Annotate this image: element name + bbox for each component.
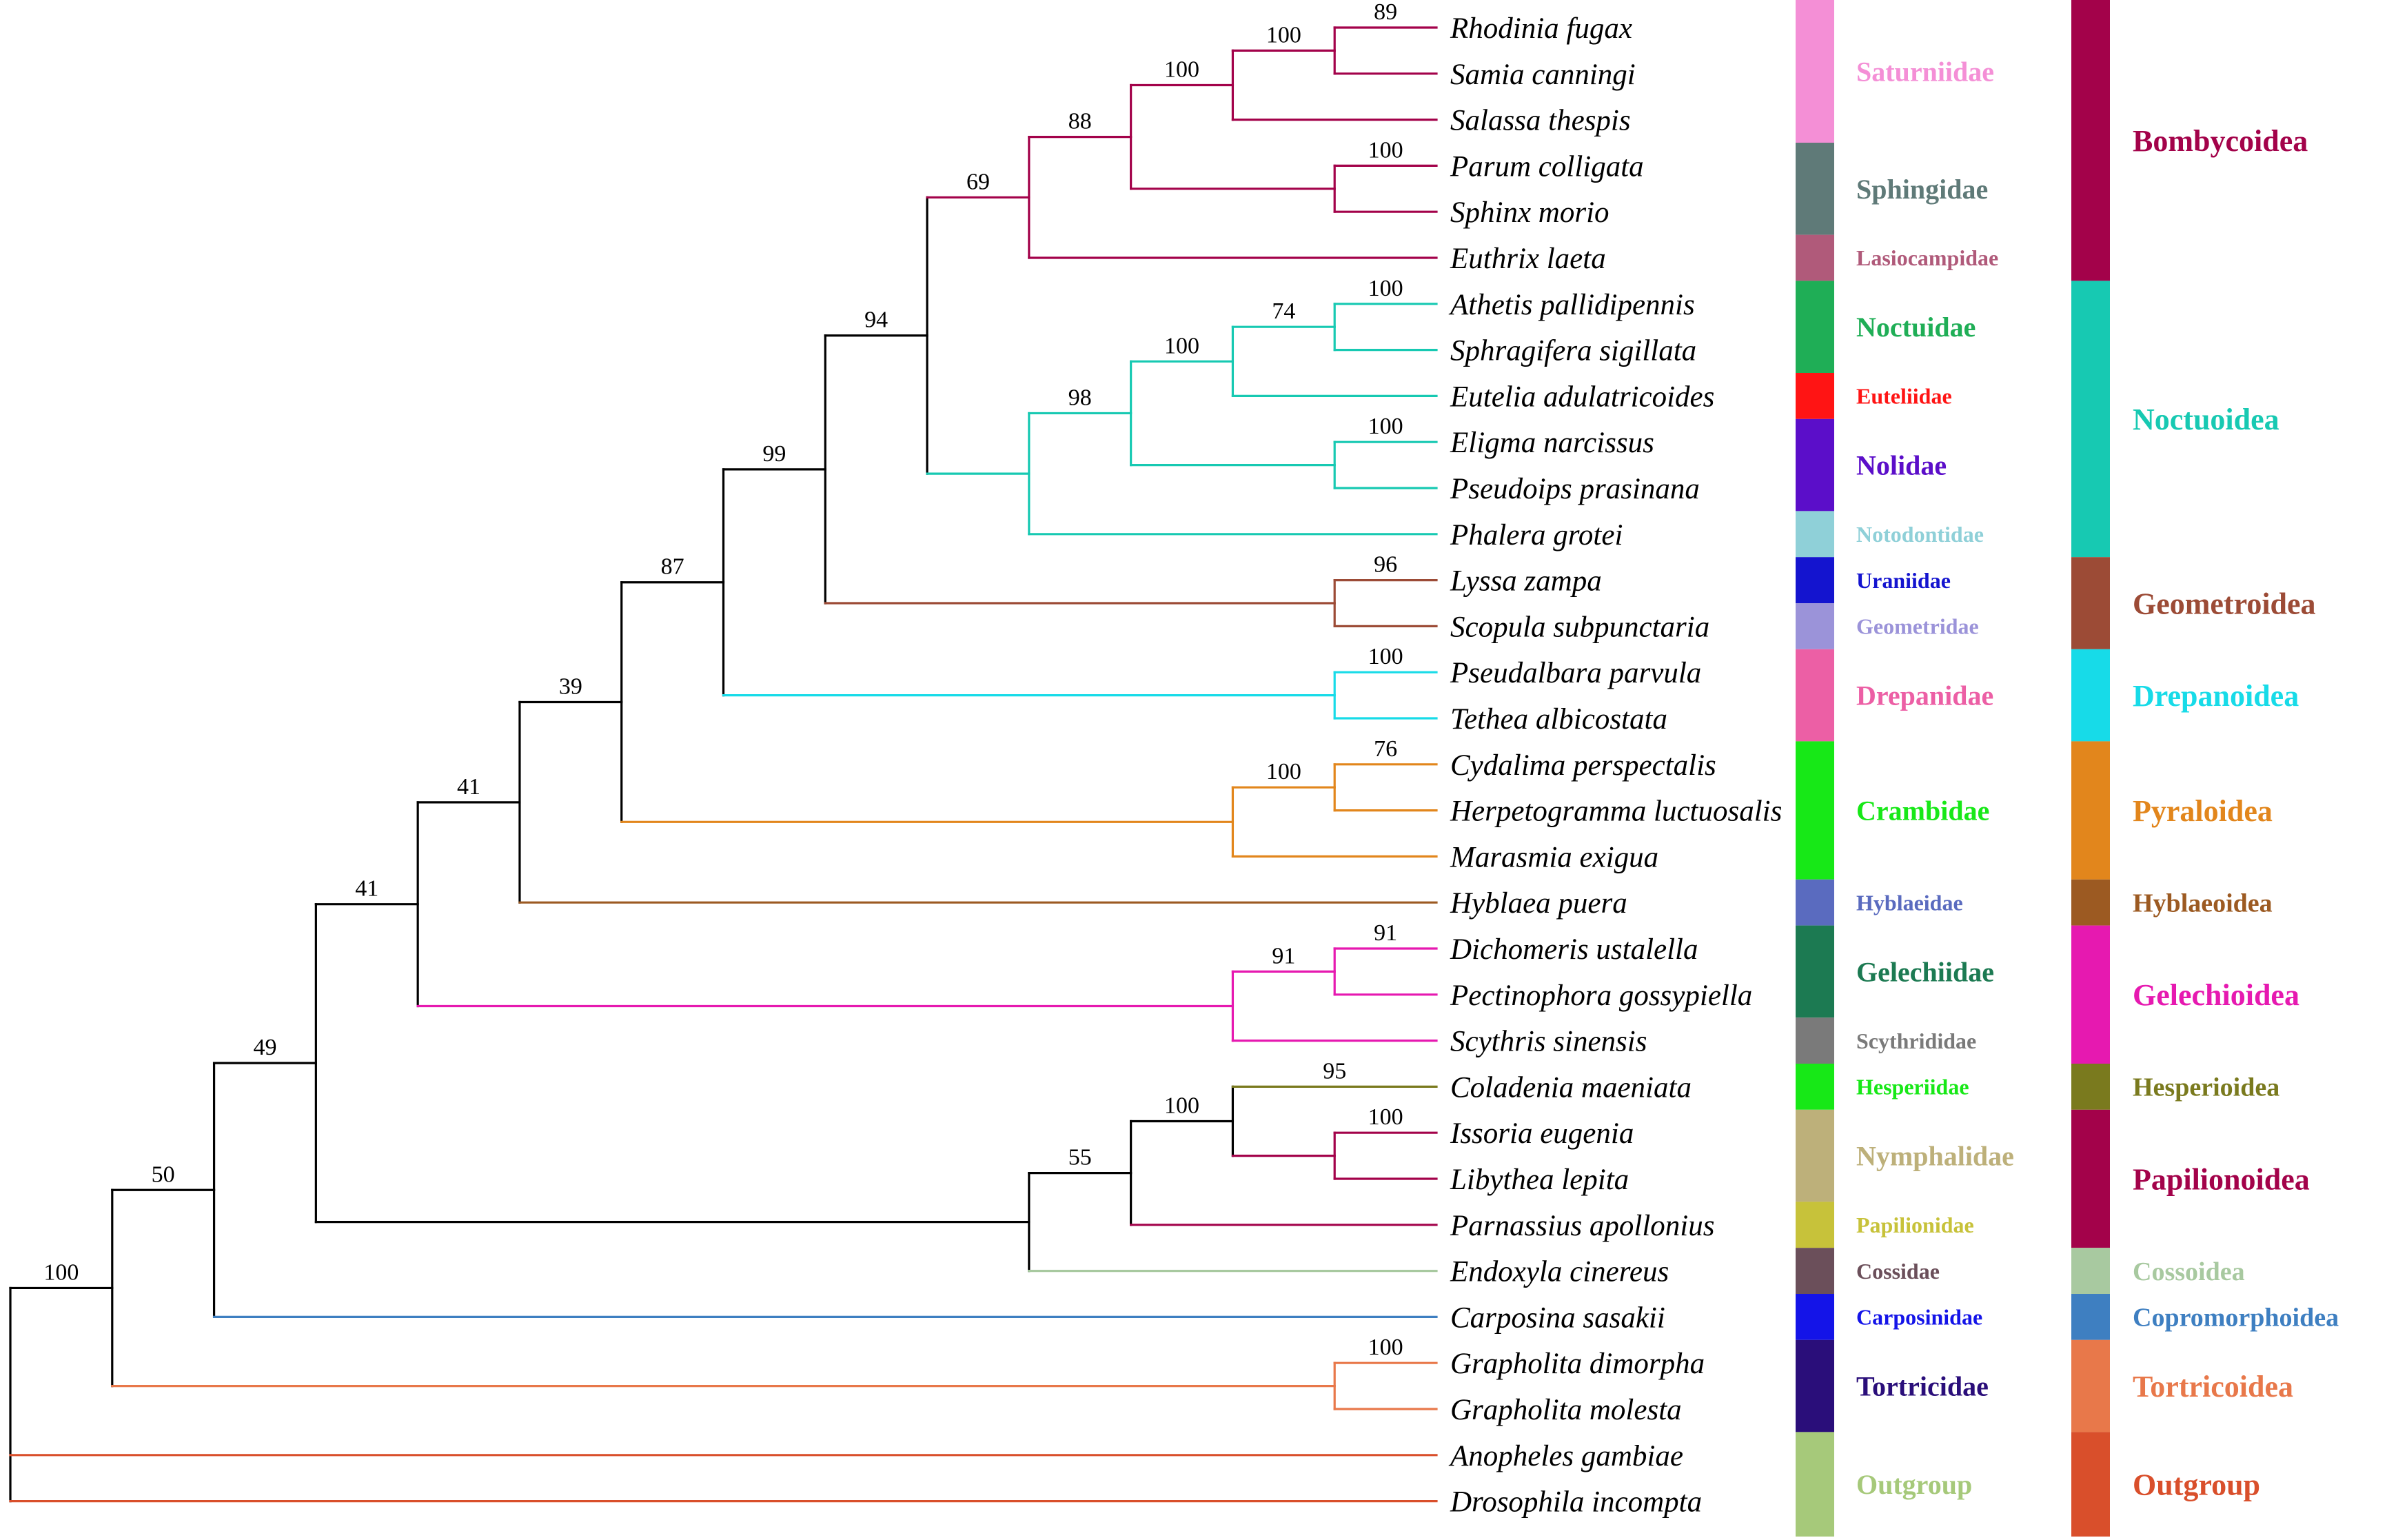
svg-text:Pseudalbara parvula: Pseudalbara parvula [1450,657,1701,689]
svg-text:100: 100 [1164,333,1199,358]
svg-text:99: 99 [762,441,786,467]
svg-text:Marasmia exigua: Marasmia exigua [1450,841,1658,873]
svg-text:Rhodinia fugax: Rhodinia fugax [1450,12,1632,45]
svg-text:100: 100 [1164,1093,1199,1119]
svg-text:100: 100 [1368,644,1403,669]
svg-text:Hyblaea puera: Hyblaea puera [1450,887,1627,920]
svg-text:55: 55 [1068,1145,1092,1171]
svg-text:Anopheles gambiae: Anopheles gambiae [1448,1440,1683,1472]
svg-text:Euthrix laeta: Euthrix laeta [1450,243,1606,275]
svg-text:Saturniidae: Saturniidae [1856,57,1994,88]
svg-text:Noctuidae: Noctuidae [1856,312,1976,343]
svg-text:Eutelia adulatricoides: Eutelia adulatricoides [1450,381,1714,413]
svg-text:50: 50 [152,1162,175,1187]
svg-text:Tortricidae: Tortricidae [1856,1371,1989,1402]
svg-text:Grapholita dimorpha: Grapholita dimorpha [1450,1348,1705,1380]
svg-text:100: 100 [1266,759,1301,784]
svg-text:Cossoidea: Cossoidea [2133,1257,2245,1286]
svg-text:95: 95 [1323,1058,1346,1084]
svg-text:Crambidae: Crambidae [1856,796,1989,827]
svg-text:Phalera grotei: Phalera grotei [1450,519,1623,551]
svg-text:Geometroidea: Geometroidea [2133,587,2316,620]
svg-text:96: 96 [1374,552,1397,578]
svg-text:100: 100 [1164,57,1199,83]
svg-text:Uraniidae: Uraniidae [1856,568,1951,593]
svg-text:74: 74 [1272,298,1295,324]
svg-text:Tethea albicostata: Tethea albicostata [1450,703,1667,736]
svg-text:Scythrididae: Scythrididae [1856,1029,1976,1053]
svg-text:Outgroup: Outgroup [2133,1468,2260,1502]
svg-text:Tortricoidea: Tortricoidea [2133,1370,2293,1404]
svg-text:Nolidae: Nolidae [1856,450,1947,481]
svg-text:41: 41 [355,876,378,902]
svg-text:69: 69 [966,169,990,194]
svg-text:Issoria eugenia: Issoria eugenia [1450,1117,1634,1150]
svg-text:100: 100 [1368,137,1403,163]
svg-text:Sphinx morio: Sphinx morio [1450,196,1609,229]
svg-text:Sphragifera sigillata: Sphragifera sigillata [1450,335,1696,367]
svg-text:100: 100 [43,1259,79,1285]
svg-text:Gelechiidae: Gelechiidae [1856,956,1994,987]
svg-text:Drepanoidea: Drepanoidea [2133,679,2299,713]
svg-text:89: 89 [1374,0,1397,25]
svg-text:Papilionidae: Papilionidae [1856,1213,1974,1237]
svg-text:94: 94 [864,307,888,333]
svg-text:100: 100 [1368,276,1403,301]
svg-text:Carposinidae: Carposinidae [1856,1305,1982,1330]
svg-text:Pyraloidea: Pyraloidea [2133,794,2273,828]
svg-text:39: 39 [559,674,582,700]
svg-text:Eligma narcissus: Eligma narcissus [1450,427,1654,459]
svg-text:49: 49 [253,1035,276,1060]
svg-text:Cydalima perspectalis: Cydalima perspectalis [1450,749,1716,782]
svg-text:Bombycoidea: Bombycoidea [2133,124,2308,158]
svg-text:Gelechioidea: Gelechioidea [2133,978,2299,1012]
svg-text:Parnassius apollonius: Parnassius apollonius [1450,1210,1714,1242]
svg-text:Copromorphoidea: Copromorphoidea [2133,1304,2339,1333]
svg-text:Drosophila incompta: Drosophila incompta [1450,1486,1702,1519]
svg-text:Endoxyla cinereus: Endoxyla cinereus [1450,1256,1669,1288]
svg-text:Herpetogramma luctuosalis: Herpetogramma luctuosalis [1450,796,1782,828]
svg-text:Drepanidae: Drepanidae [1856,680,1993,711]
svg-text:91: 91 [1374,920,1397,946]
svg-text:Samia canningi: Samia canningi [1450,59,1636,91]
svg-text:Lyssa zampa: Lyssa zampa [1450,565,1602,598]
svg-text:Pseudoips prasinana: Pseudoips prasinana [1450,473,1700,505]
svg-text:100: 100 [1368,1104,1403,1130]
svg-text:100: 100 [1266,22,1301,48]
svg-text:Papilionoidea: Papilionoidea [2133,1162,2310,1196]
svg-text:Cossidae: Cossidae [1856,1259,1940,1284]
svg-text:Grapholita molesta: Grapholita molesta [1450,1394,1682,1426]
svg-text:91: 91 [1272,943,1295,969]
svg-text:Lasiocampidae: Lasiocampidae [1856,245,1998,270]
svg-text:Parum colligata: Parum colligata [1450,150,1644,183]
svg-text:Hyblaeoidea: Hyblaeoidea [2133,889,2273,918]
svg-text:98: 98 [1068,385,1092,410]
svg-text:Hesperioidea: Hesperioidea [2133,1073,2279,1102]
svg-text:Pectinophora gossypiella: Pectinophora gossypiella [1450,980,1752,1012]
svg-text:Notodontidae: Notodontidae [1856,522,1984,547]
svg-text:Scopula subpunctaria: Scopula subpunctaria [1450,611,1709,643]
svg-text:Salassa thespis: Salassa thespis [1450,105,1631,137]
svg-text:88: 88 [1068,109,1092,134]
svg-text:100: 100 [1368,1335,1403,1360]
svg-text:87: 87 [661,554,684,580]
svg-text:Nymphalidae: Nymphalidae [1856,1141,2014,1172]
svg-text:Hesperiidae: Hesperiidae [1856,1075,1969,1100]
svg-text:Dichomeris ustalella: Dichomeris ustalella [1450,933,1698,966]
svg-text:Scythris sinensis: Scythris sinensis [1450,1026,1647,1058]
svg-text:100: 100 [1368,414,1403,439]
svg-text:Athetis pallidipennis: Athetis pallidipennis [1448,289,1695,321]
svg-text:Carposina sasakii: Carposina sasakii [1450,1301,1665,1334]
svg-text:76: 76 [1374,736,1397,762]
svg-text:Geometridae: Geometridae [1856,614,1979,639]
svg-text:Coladenia maeniata: Coladenia maeniata [1450,1071,1692,1104]
svg-text:Libythea lepita: Libythea lepita [1450,1164,1629,1196]
svg-text:Sphingidae: Sphingidae [1856,174,1988,205]
svg-text:Noctuoidea: Noctuoidea [2133,403,2279,436]
svg-text:Euteliidae: Euteliidae [1856,384,1952,409]
svg-text:41: 41 [457,774,480,800]
svg-text:Hyblaeidae: Hyblaeidae [1856,890,1963,915]
svg-text:Outgroup: Outgroup [1856,1469,1972,1500]
